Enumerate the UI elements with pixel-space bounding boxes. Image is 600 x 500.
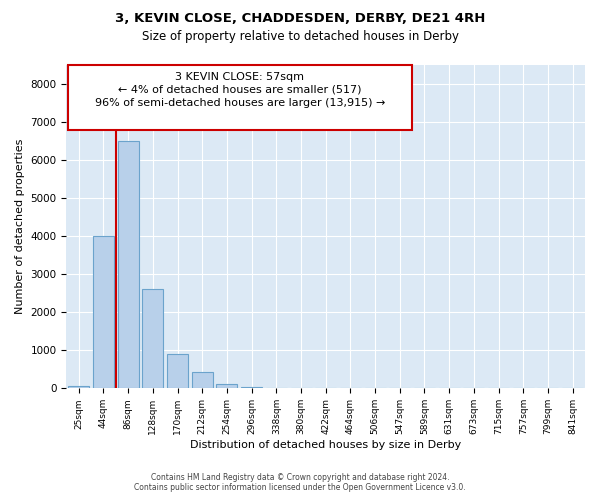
Text: 3, KEVIN CLOSE, CHADDESDEN, DERBY, DE21 4RH: 3, KEVIN CLOSE, CHADDESDEN, DERBY, DE21 … [115, 12, 485, 26]
Bar [142, 290, 163, 388]
X-axis label: Distribution of detached houses by size in Derby: Distribution of detached houses by size … [190, 440, 461, 450]
Bar [93, 236, 114, 388]
FancyBboxPatch shape [68, 65, 412, 130]
Bar [241, 387, 262, 388]
Bar [68, 386, 89, 388]
Text: 96% of semi-detached houses are larger (13,915) →: 96% of semi-detached houses are larger (… [95, 98, 385, 108]
Y-axis label: Number of detached properties: Number of detached properties [15, 139, 25, 314]
Text: ← 4% of detached houses are smaller (517): ← 4% of detached houses are smaller (517… [118, 85, 362, 95]
Text: Size of property relative to detached houses in Derby: Size of property relative to detached ho… [142, 30, 458, 43]
Text: Contains HM Land Registry data © Crown copyright and database right 2024.
Contai: Contains HM Land Registry data © Crown c… [134, 473, 466, 492]
Bar [167, 354, 188, 388]
Bar [192, 372, 213, 388]
Bar [118, 141, 139, 388]
Text: 3 KEVIN CLOSE: 57sqm: 3 KEVIN CLOSE: 57sqm [175, 72, 304, 82]
Bar [217, 384, 238, 388]
